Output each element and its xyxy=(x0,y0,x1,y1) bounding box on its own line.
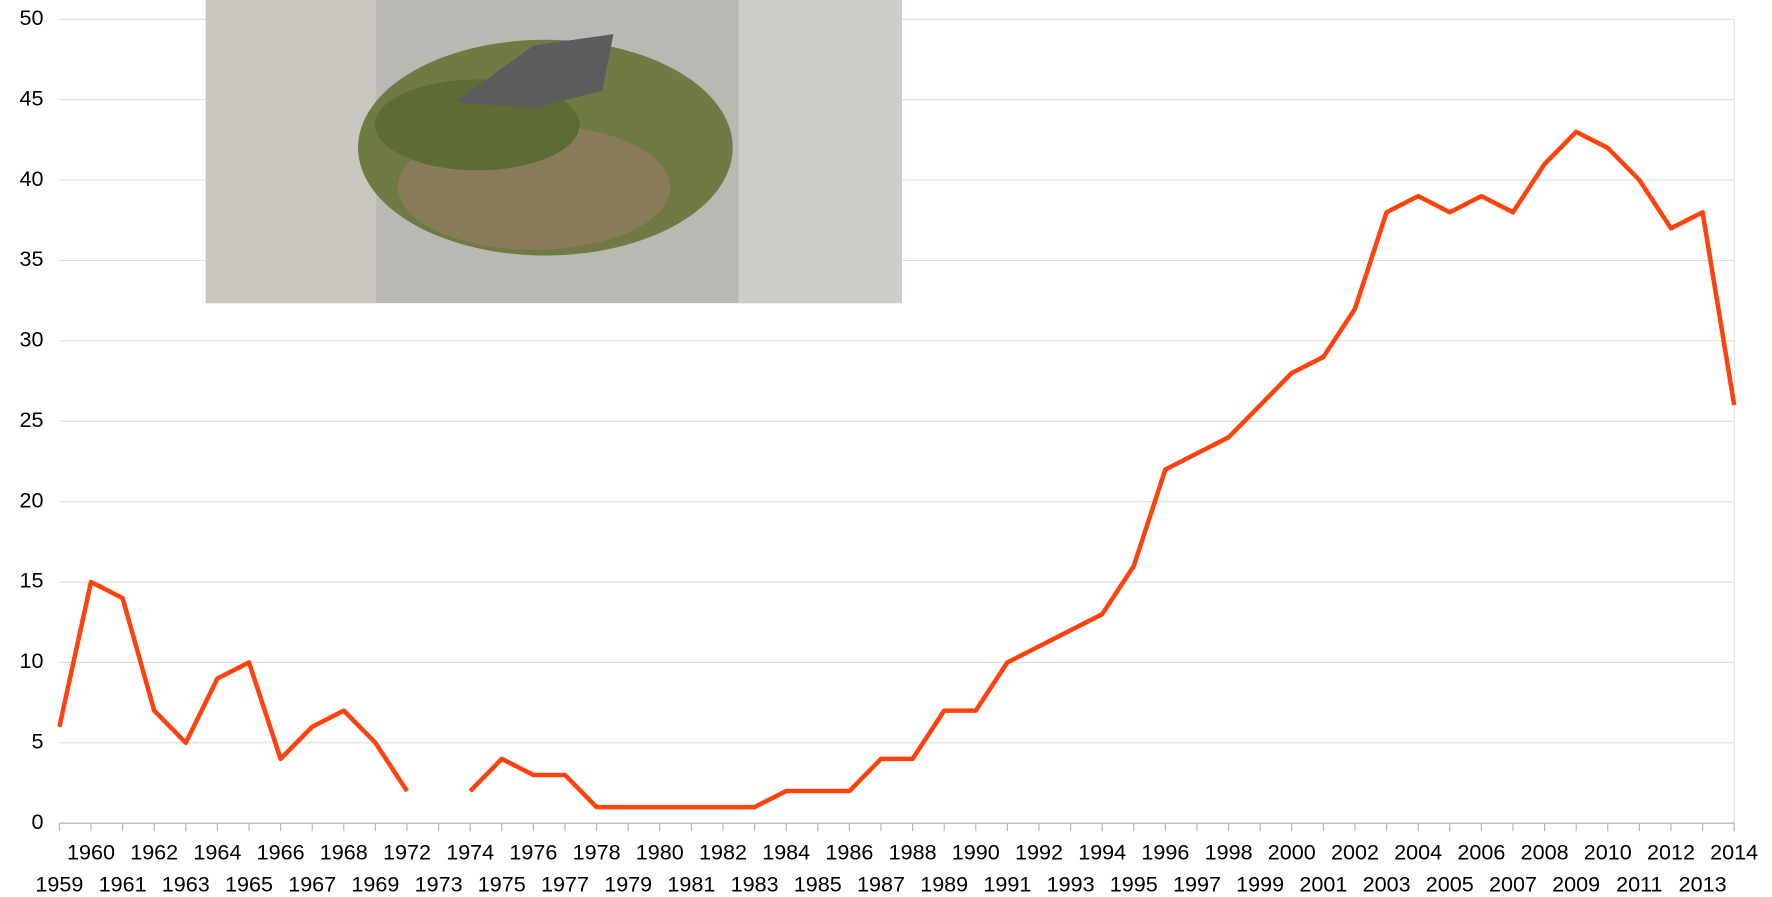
x-tick-label: 2008 xyxy=(1521,840,1569,865)
x-tick-label: 1994 xyxy=(1078,840,1126,865)
x-tick-label: 2003 xyxy=(1363,871,1411,896)
x-tick-label: 1973 xyxy=(415,871,463,896)
x-tick-label: 2011 xyxy=(1616,871,1662,896)
x-tick-label: 2007 xyxy=(1489,871,1537,896)
y-tick-label: 45 xyxy=(20,85,44,110)
y-tick-label: 40 xyxy=(20,166,44,191)
x-tick-label: 1988 xyxy=(889,840,937,865)
x-tick-label: 1999 xyxy=(1236,871,1284,896)
y-tick-label: 50 xyxy=(20,5,44,30)
x-tick-label: 1998 xyxy=(1205,840,1253,865)
y-tick-label: 5 xyxy=(32,729,44,754)
x-tick-label: 1983 xyxy=(731,871,779,896)
x-tick-label: 2001 xyxy=(1299,871,1347,896)
x-tick-label: 1990 xyxy=(952,840,1000,865)
x-tick-label: 1981 xyxy=(667,871,715,896)
x-tick-label: 2000 xyxy=(1268,840,1316,865)
x-tick-label: 1985 xyxy=(794,871,842,896)
x-tick-label: 1969 xyxy=(351,871,399,896)
x-tick-label: 2013 xyxy=(1679,871,1727,896)
x-tick-label: 1975 xyxy=(478,871,526,896)
x-tick-label: 1979 xyxy=(604,871,652,896)
x-tick-label: 1986 xyxy=(825,840,873,865)
x-tick-label: 2006 xyxy=(1457,840,1505,865)
x-tick-label: 1964 xyxy=(193,840,241,865)
x-tick-label: 2002 xyxy=(1331,840,1379,865)
y-tick-label: 0 xyxy=(32,809,44,834)
y-tick-label: 30 xyxy=(20,327,44,352)
x-tick-label: 1966 xyxy=(257,840,305,865)
y-tick-label: 25 xyxy=(20,407,44,432)
x-tick-label: 2012 xyxy=(1647,840,1695,865)
y-tick-label: 35 xyxy=(20,246,44,271)
x-tick-label: 1976 xyxy=(509,840,557,865)
x-tick-label: 1995 xyxy=(1110,871,1158,896)
x-tick-label: 1996 xyxy=(1141,840,1189,865)
x-tick-label: 1974 xyxy=(446,840,494,865)
photo xyxy=(205,0,902,304)
x-tick-label: 1982 xyxy=(699,840,747,865)
x-tick-label: 2009 xyxy=(1552,871,1600,896)
x-tick-label: 1961 xyxy=(99,871,147,896)
x-tick-label: 1960 xyxy=(67,840,115,865)
data-line xyxy=(57,579,409,793)
x-tick-label: 1967 xyxy=(288,871,336,896)
x-tick-label: 1963 xyxy=(162,871,210,896)
x-tick-label: 1992 xyxy=(1015,840,1063,865)
x-tick-label: 1987 xyxy=(857,871,905,896)
x-tick-label: 1989 xyxy=(920,871,968,896)
data-line xyxy=(468,129,1737,810)
y-tick-label: 10 xyxy=(20,648,44,673)
x-tick-label: 1984 xyxy=(762,840,810,865)
x-tick-label: 1993 xyxy=(1047,871,1095,896)
x-tick-label: 1968 xyxy=(320,840,368,865)
x-tick-label: 2004 xyxy=(1394,840,1442,865)
y-tick-label: 20 xyxy=(20,487,44,512)
x-tick-label: 1959 xyxy=(35,871,83,896)
x-tick-label: 1991 xyxy=(983,871,1031,896)
x-tick-label: 1997 xyxy=(1173,871,1221,896)
x-tick-label: 1965 xyxy=(225,871,273,896)
x-tick-label: 2005 xyxy=(1426,871,1474,896)
x-tick-label: 1977 xyxy=(541,871,589,896)
x-tick-label: 2014 xyxy=(1710,840,1758,865)
y-tick-label: 15 xyxy=(20,568,44,593)
x-tick-label: 1980 xyxy=(636,840,684,865)
x-tick-label: 2010 xyxy=(1584,840,1632,865)
x-tick-label: 1972 xyxy=(383,840,431,865)
x-tick-label: 1978 xyxy=(573,840,621,865)
x-tick-label: 1962 xyxy=(130,840,178,865)
